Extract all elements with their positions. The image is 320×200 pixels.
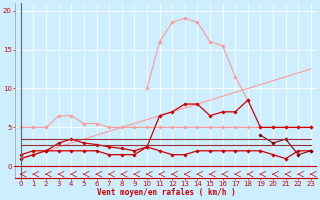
X-axis label: Vent moyen/en rafales ( km/h ): Vent moyen/en rafales ( km/h )	[97, 188, 235, 197]
